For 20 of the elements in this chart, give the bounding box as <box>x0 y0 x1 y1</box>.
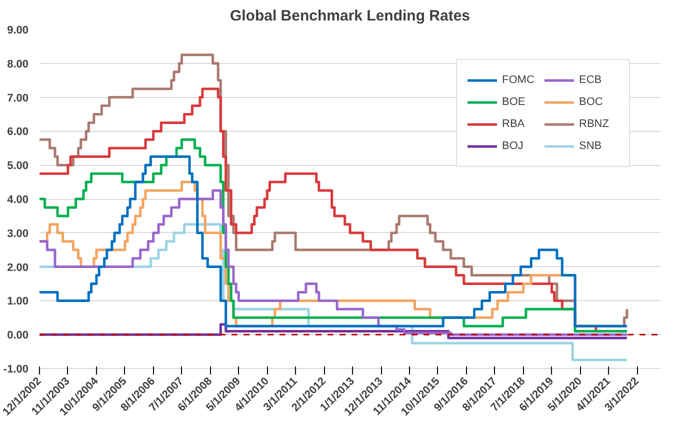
legend-label: RBNZ <box>579 118 610 130</box>
legend-label: RBA <box>502 118 526 130</box>
legend-label: BOC <box>579 96 604 108</box>
y-tick-label: 2.00 <box>7 262 29 274</box>
y-tick-label: 5.00 <box>7 160 29 172</box>
y-tick-label: 8.00 <box>7 58 29 70</box>
legend-label: ECB <box>579 74 603 86</box>
y-tick-label: 4.00 <box>7 194 29 206</box>
legend-label: SNB <box>579 140 603 152</box>
y-tick-label: 0.00 <box>7 330 29 342</box>
legend-label: BOE <box>502 96 526 108</box>
y-tick-label: 9.00 <box>7 24 29 36</box>
y-tick-label: 7.00 <box>7 92 29 104</box>
y-tick-label: 1.00 <box>7 296 29 308</box>
y-tick-label: -1.00 <box>3 364 29 376</box>
y-tick-label: 3.00 <box>7 228 29 240</box>
y-tick-label: 6.00 <box>7 126 29 138</box>
chart-title: Global Benchmark Lending Rates <box>230 8 470 24</box>
legend-label: BOJ <box>502 140 524 152</box>
legend-label: FOMC <box>502 74 536 86</box>
